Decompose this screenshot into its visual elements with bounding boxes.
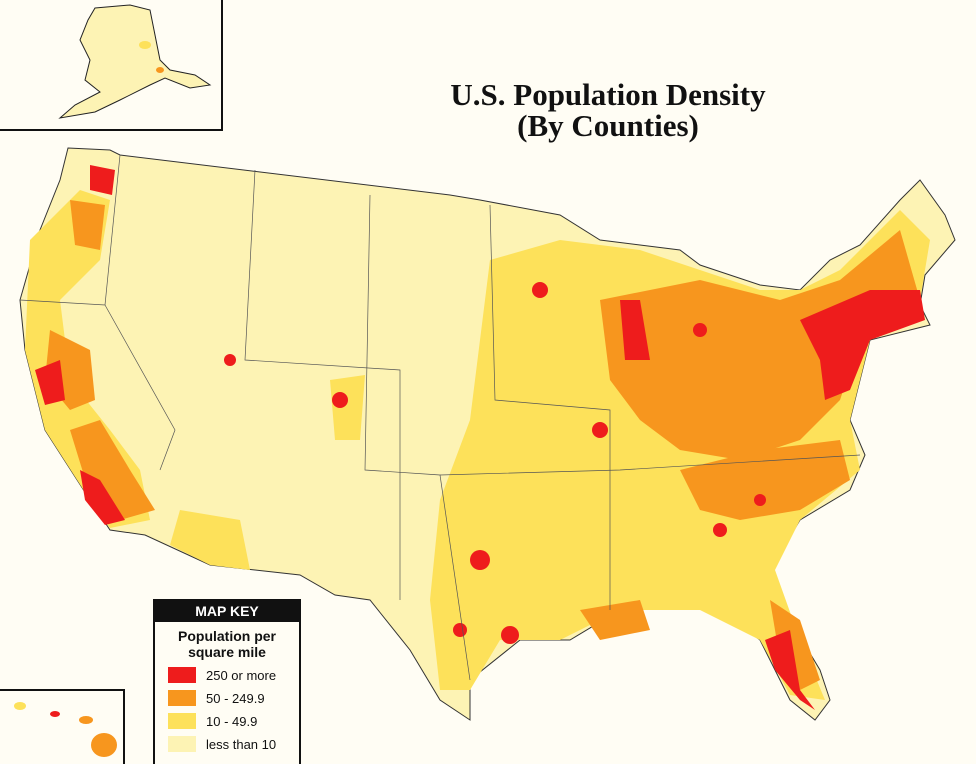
region	[156, 67, 164, 73]
alaska	[58, 4, 212, 119]
density-zone	[693, 323, 707, 337]
density-zone	[680, 440, 850, 520]
state-border	[104, 304, 176, 471]
density-zone	[170, 510, 250, 570]
density-zone	[800, 290, 925, 400]
map-key: MAP KEY Population per square mile 250 o…	[153, 599, 301, 764]
density-zone	[770, 600, 820, 690]
contiguous-us	[19, 147, 956, 721]
region	[139, 41, 151, 49]
key-swatch	[168, 667, 196, 683]
key-label: less than 10	[206, 737, 276, 752]
key-swatch	[168, 736, 196, 752]
density-zone	[620, 300, 650, 360]
key-caption: Population per	[178, 628, 277, 644]
density-zone	[332, 392, 348, 408]
key-heading: MAP KEY	[195, 603, 259, 619]
density-zone	[580, 600, 650, 640]
density-zone	[713, 523, 727, 537]
key-label: 250 or more	[206, 668, 276, 683]
density-zone	[330, 375, 365, 440]
density-zone	[453, 623, 467, 637]
alaska-inset	[0, 0, 223, 131]
density-zone	[754, 494, 766, 506]
density-zone	[90, 165, 115, 195]
density-zone	[501, 626, 519, 644]
state-border	[439, 454, 861, 476]
key-header-bar	[154, 600, 300, 622]
island	[14, 702, 26, 710]
island	[91, 733, 117, 757]
key-label: 10 - 49.9	[206, 714, 257, 729]
density-zone	[765, 630, 815, 710]
density-zone	[70, 200, 105, 250]
key-swatch	[168, 713, 196, 729]
key-swatch	[168, 690, 196, 706]
density-zone	[470, 550, 490, 570]
key-caption: square mile	[188, 644, 266, 660]
density-zone	[600, 230, 920, 460]
density-zone	[224, 354, 236, 366]
density-zone	[532, 282, 548, 298]
island	[79, 716, 93, 724]
state-border	[489, 204, 611, 610]
state-border	[244, 169, 401, 600]
density-zone	[25, 190, 150, 528]
state-border	[364, 194, 471, 681]
density-zone	[80, 470, 125, 525]
map-subtitle: (By Counties)	[517, 108, 699, 143]
island	[50, 711, 60, 717]
density-zone	[35, 360, 65, 405]
density-zone	[592, 422, 608, 438]
map-title: U.S. Population Density	[450, 77, 766, 112]
key-label: 50 - 249.9	[206, 691, 265, 706]
hawaii-inset	[0, 689, 125, 764]
